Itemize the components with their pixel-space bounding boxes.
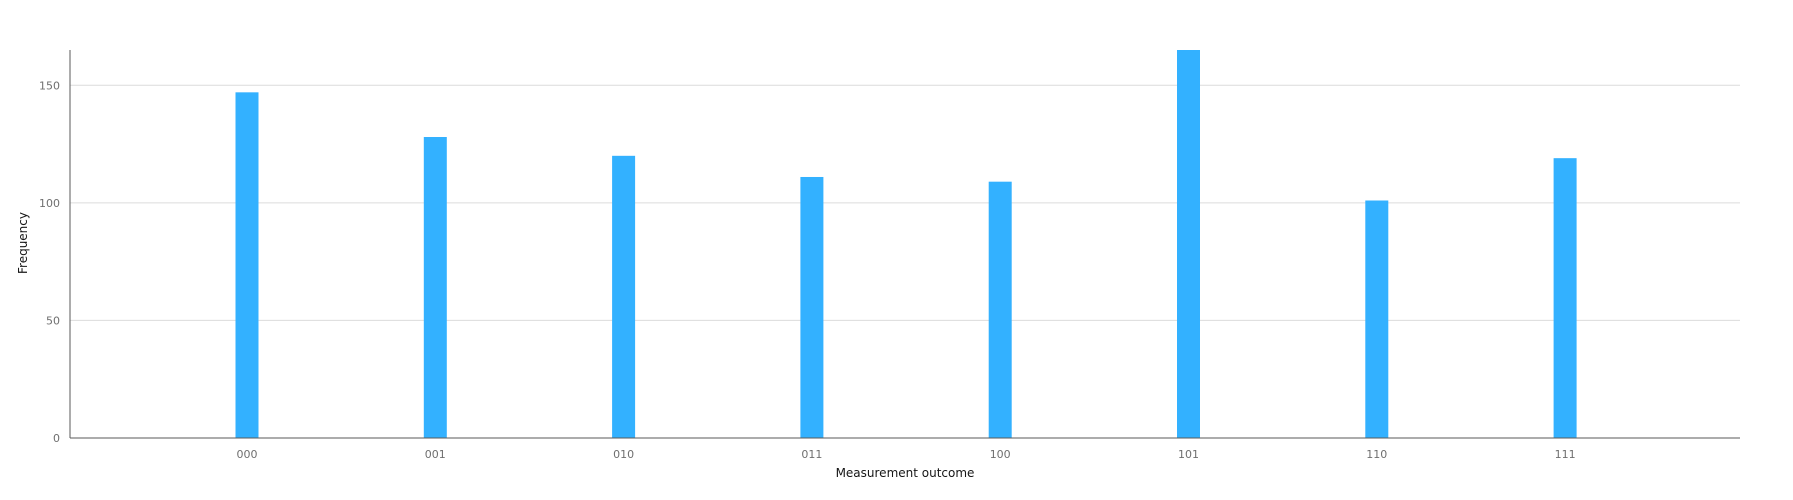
- y-tick-labels: 0 50 100 150: [39, 79, 60, 445]
- y-tick-label: 150: [39, 79, 60, 92]
- x-tick-label: 011: [801, 448, 822, 461]
- x-tick-label: 110: [1366, 448, 1387, 461]
- gridlines: [70, 84, 1740, 321]
- x-tick-label: 100: [990, 448, 1011, 461]
- x-tick-label: 010: [613, 448, 634, 461]
- bar-101: [1177, 50, 1200, 438]
- bar-011: [800, 176, 824, 438]
- bar-001: [423, 137, 447, 439]
- bar-000: [235, 92, 259, 438]
- x-tick-label: 000: [237, 448, 258, 461]
- y-tick-label: 100: [39, 197, 60, 210]
- bar-100: [988, 181, 1012, 438]
- x-tick-label: 001: [425, 448, 446, 461]
- bar-111: [1553, 158, 1577, 439]
- bar-110: [1365, 200, 1389, 438]
- x-tick-labels: 000 001 010 011 100 101 110 111: [237, 448, 1576, 461]
- bar-010: [612, 155, 636, 438]
- y-tick-label: 0: [53, 432, 60, 445]
- x-axis-title: Measurement outcome: [836, 466, 975, 480]
- x-tick-label: 101: [1178, 448, 1199, 461]
- y-tick-label: 50: [46, 314, 60, 327]
- y-axis-title: Frequency: [16, 212, 30, 274]
- x-tick-label: 111: [1555, 448, 1576, 461]
- bars: [235, 50, 1577, 439]
